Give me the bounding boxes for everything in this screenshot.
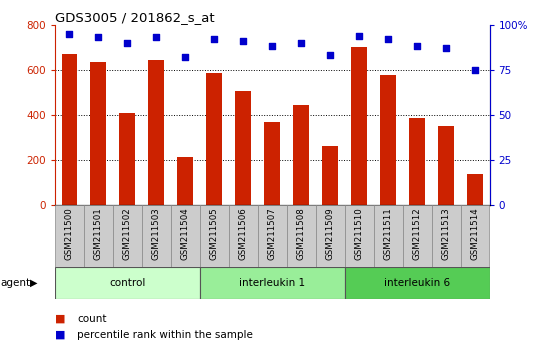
- Point: [123, 40, 132, 46]
- Bar: [373, 205, 403, 267]
- Bar: [265, 122, 280, 205]
- Bar: [200, 205, 229, 267]
- Text: GSM211511: GSM211511: [383, 207, 393, 260]
- Text: interleukin 6: interleukin 6: [384, 278, 450, 288]
- Bar: [178, 157, 193, 205]
- Text: ■: ■: [55, 330, 65, 339]
- Text: GSM211502: GSM211502: [123, 207, 132, 260]
- Text: agent: agent: [1, 278, 31, 288]
- Point: [268, 44, 277, 49]
- Bar: [206, 73, 222, 205]
- Bar: [113, 205, 142, 267]
- Text: GSM211512: GSM211512: [412, 207, 422, 260]
- Text: ▶: ▶: [30, 278, 38, 288]
- Bar: [119, 113, 135, 205]
- Bar: [200, 267, 345, 299]
- Bar: [432, 205, 460, 267]
- Bar: [345, 205, 373, 267]
- Bar: [322, 146, 338, 205]
- Bar: [293, 105, 309, 205]
- Text: GSM211509: GSM211509: [326, 207, 335, 260]
- Point: [239, 38, 248, 44]
- Point: [65, 31, 74, 37]
- Point: [181, 55, 190, 60]
- Bar: [55, 205, 84, 267]
- Text: GSM211505: GSM211505: [210, 207, 219, 260]
- Text: GDS3005 / 201862_s_at: GDS3005 / 201862_s_at: [55, 11, 215, 24]
- Point: [412, 44, 421, 49]
- Bar: [409, 119, 425, 205]
- Point: [471, 67, 480, 73]
- Text: percentile rank within the sample: percentile rank within the sample: [77, 330, 253, 339]
- Bar: [84, 205, 113, 267]
- Text: control: control: [109, 278, 146, 288]
- Text: GSM211508: GSM211508: [296, 207, 306, 260]
- Point: [94, 35, 103, 40]
- Text: GSM211507: GSM211507: [268, 207, 277, 260]
- Bar: [460, 205, 490, 267]
- Bar: [258, 205, 287, 267]
- Text: GSM211506: GSM211506: [239, 207, 248, 260]
- Text: GSM211514: GSM211514: [470, 207, 480, 260]
- Bar: [438, 126, 454, 205]
- Bar: [345, 267, 490, 299]
- Bar: [62, 54, 78, 205]
- Point: [297, 40, 306, 46]
- Bar: [171, 205, 200, 267]
- Text: GSM211513: GSM211513: [442, 207, 450, 260]
- Point: [442, 45, 450, 51]
- Text: interleukin 1: interleukin 1: [239, 278, 305, 288]
- Text: count: count: [77, 314, 107, 324]
- Bar: [142, 205, 171, 267]
- Text: ■: ■: [55, 314, 65, 324]
- Bar: [351, 47, 367, 205]
- Bar: [229, 205, 258, 267]
- Bar: [316, 205, 345, 267]
- Text: GSM211503: GSM211503: [152, 207, 161, 260]
- Bar: [55, 267, 200, 299]
- Bar: [467, 174, 483, 205]
- Bar: [235, 91, 251, 205]
- Text: GSM211510: GSM211510: [355, 207, 364, 260]
- Text: GSM211500: GSM211500: [65, 207, 74, 260]
- Point: [152, 35, 161, 40]
- Bar: [91, 62, 106, 205]
- Text: GSM211504: GSM211504: [181, 207, 190, 260]
- Bar: [403, 205, 432, 267]
- Bar: [380, 75, 396, 205]
- Point: [326, 53, 334, 58]
- Bar: [148, 60, 164, 205]
- Text: GSM211501: GSM211501: [94, 207, 103, 260]
- Point: [210, 36, 219, 42]
- Point: [355, 33, 364, 39]
- Bar: [287, 205, 316, 267]
- Point: [384, 36, 393, 42]
